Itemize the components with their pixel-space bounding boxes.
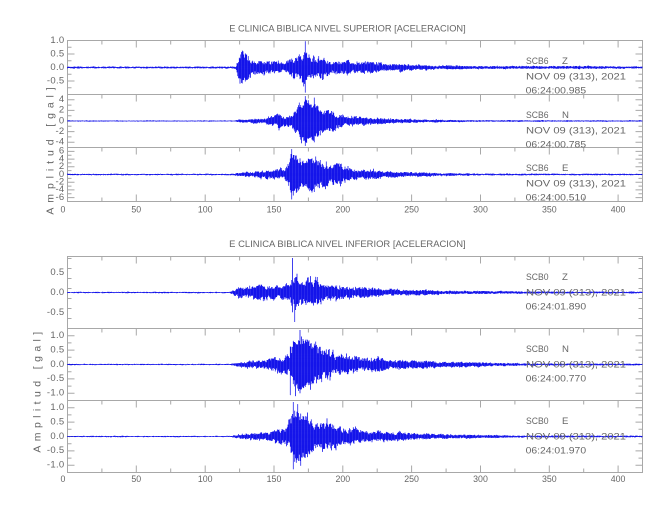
svg-text:E: E	[562, 163, 568, 174]
svg-text:0.0: 0.0	[50, 431, 64, 442]
svg-text:200: 200	[335, 474, 350, 484]
svg-text:-0.5: -0.5	[47, 307, 65, 318]
svg-text:0.0: 0.0	[50, 287, 64, 298]
svg-text:SCB6: SCB6	[526, 56, 549, 67]
svg-text:SCB0: SCB0	[526, 416, 549, 427]
svg-text:06:24:01.970: 06:24:01.970	[526, 446, 587, 457]
svg-text:-6: -6	[55, 192, 64, 203]
svg-text:250: 250	[404, 205, 419, 215]
svg-text:6: 6	[59, 146, 65, 157]
svg-text:NOV 09 (313), 2021: NOV 09 (313), 2021	[526, 179, 626, 190]
svg-text:50: 50	[131, 205, 141, 215]
svg-text:1.0: 1.0	[50, 35, 64, 46]
svg-text:300: 300	[473, 474, 488, 484]
svg-text:-4: -4	[55, 137, 64, 148]
svg-text:Amplitud [gal]: Amplitud [gal]	[32, 327, 44, 452]
svg-text:0: 0	[61, 205, 66, 215]
svg-text:SCB0: SCB0	[526, 344, 549, 355]
svg-text:-0.5: -0.5	[47, 373, 65, 384]
svg-text:1.0: 1.0	[50, 402, 64, 413]
svg-text:4: 4	[59, 94, 65, 105]
svg-text:150: 150	[267, 205, 282, 215]
svg-text:0.5: 0.5	[50, 48, 64, 59]
svg-text:SCB6: SCB6	[526, 110, 549, 121]
svg-text:06:24:00.510: 06:24:00.510	[526, 193, 587, 204]
svg-text:0: 0	[59, 115, 65, 126]
svg-text:250: 250	[404, 474, 419, 484]
svg-text:NOV 09 (313), 2021: NOV 09 (313), 2021	[526, 360, 626, 371]
svg-text:50: 50	[131, 474, 141, 484]
svg-text:N: N	[562, 110, 569, 121]
svg-text:NOV 09 (313), 2021: NOV 09 (313), 2021	[526, 432, 626, 443]
svg-text:06:24:00.785: 06:24:00.785	[526, 140, 587, 151]
svg-text:-1.0: -1.0	[47, 388, 65, 399]
svg-text:2: 2	[59, 105, 65, 116]
svg-text:0.5: 0.5	[50, 267, 64, 278]
svg-text:100: 100	[198, 474, 213, 484]
svg-text:150: 150	[267, 474, 282, 484]
svg-text:Z: Z	[562, 56, 568, 67]
svg-text:-4: -4	[55, 184, 64, 195]
svg-text:200: 200	[335, 205, 350, 215]
svg-text:NOV 09 (313), 2021: NOV 09 (313), 2021	[526, 126, 626, 137]
svg-text:400: 400	[611, 205, 626, 215]
svg-text:SCB0: SCB0	[526, 272, 549, 283]
svg-text:E CLINICA BIBLICA NIVEL INFERI: E CLINICA BIBLICA NIVEL INFERIOR [ACELER…	[229, 238, 466, 249]
svg-text:Amplitud [gal]: Amplitud [gal]	[45, 82, 57, 214]
svg-text:0: 0	[61, 474, 66, 484]
svg-text:06:24:01.890: 06:24:01.890	[526, 302, 587, 313]
svg-text:E: E	[562, 416, 568, 427]
svg-text:Z: Z	[562, 272, 568, 283]
svg-text:0.0: 0.0	[50, 62, 64, 73]
svg-text:NOV 09 (313), 2021: NOV 09 (313), 2021	[526, 72, 626, 83]
svg-text:-0.5: -0.5	[47, 75, 65, 86]
svg-text:0.5: 0.5	[50, 416, 64, 427]
svg-text:0.5: 0.5	[50, 344, 64, 355]
svg-text:100: 100	[198, 205, 213, 215]
svg-text:0.0: 0.0	[50, 359, 64, 370]
svg-text:-2: -2	[55, 177, 64, 188]
svg-text:2: 2	[59, 161, 65, 172]
svg-text:-2: -2	[55, 126, 64, 137]
svg-text:E CLINICA BIBLICA NIVEL SUPERI: E CLINICA BIBLICA NIVEL SUPERIOR [ACELER…	[229, 22, 466, 33]
svg-text:4: 4	[59, 153, 65, 164]
svg-text:1.0: 1.0	[50, 330, 64, 341]
svg-text:0: 0	[59, 169, 65, 180]
svg-text:06:24:00.770: 06:24:00.770	[526, 374, 587, 385]
svg-text:-0.5: -0.5	[47, 445, 65, 456]
svg-text:350: 350	[542, 474, 557, 484]
svg-text:SCB6: SCB6	[526, 163, 549, 174]
svg-text:350: 350	[542, 205, 557, 215]
svg-text:-1.0: -1.0	[47, 460, 65, 471]
svg-text:400: 400	[611, 474, 626, 484]
svg-text:300: 300	[473, 205, 488, 215]
svg-text:06:24:00.985: 06:24:00.985	[526, 86, 587, 97]
svg-text:NOV 09 (313), 2021: NOV 09 (313), 2021	[526, 288, 626, 299]
svg-text:N: N	[562, 344, 569, 355]
